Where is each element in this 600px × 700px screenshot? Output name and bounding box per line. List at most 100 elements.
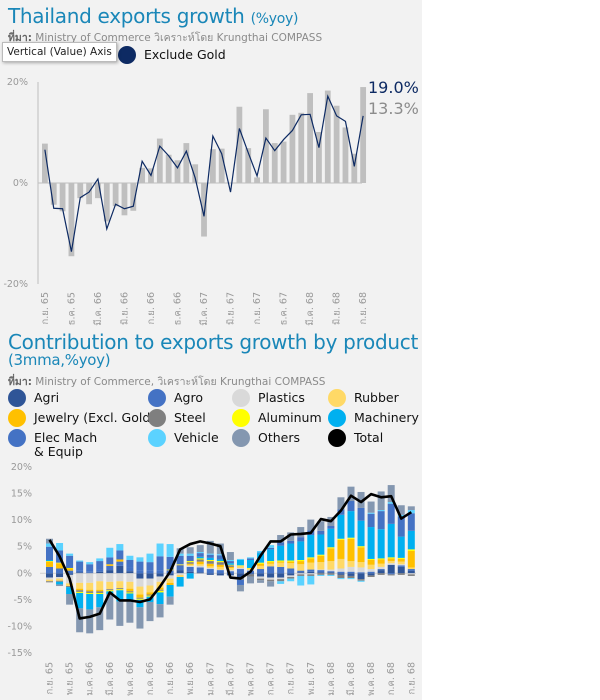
stacked-bar-segment bbox=[56, 542, 64, 551]
stacked-bar-segment bbox=[407, 569, 415, 571]
stacked-bar-segment bbox=[116, 588, 124, 590]
stacked-bar-segment bbox=[206, 573, 214, 575]
stacked-bar-segment bbox=[96, 581, 104, 590]
stacked-bar-segment bbox=[156, 573, 164, 577]
stacked-bar-segment bbox=[216, 564, 224, 567]
x-tick-label: มี.ค. 68 bbox=[345, 662, 357, 696]
stacked-bar-segment bbox=[337, 514, 345, 539]
legend-item[interactable]: Vehicle bbox=[148, 429, 219, 447]
stacked-bar-segment bbox=[76, 570, 84, 573]
stacked-bar-segment bbox=[397, 564, 405, 566]
stacked-bar-segment bbox=[257, 565, 265, 570]
stacked-bar-segment bbox=[377, 570, 385, 574]
stacked-bar-segment bbox=[367, 575, 375, 578]
stacked-bar-segment bbox=[76, 582, 84, 589]
stacked-bar-segment bbox=[337, 571, 345, 574]
stacked-bar-segment bbox=[367, 501, 375, 513]
x-tick-label: มิ.ย. 67 bbox=[226, 292, 237, 325]
stacked-bar-segment bbox=[397, 536, 405, 558]
stacked-bar-segment bbox=[96, 569, 104, 572]
stacked-bar-segment bbox=[387, 563, 395, 565]
stacked-bar-segment bbox=[257, 550, 265, 553]
stacked-bar-segment bbox=[126, 560, 134, 568]
x-tick-label: ม.ค. 66 bbox=[85, 662, 96, 696]
legend-item[interactable]: Jewelry (Excl. Gold) bbox=[8, 409, 155, 427]
stacked-bar-segment bbox=[176, 564, 184, 566]
stacked-bar-segment bbox=[317, 574, 325, 576]
stacked-bar-segment bbox=[277, 560, 285, 562]
legend-item[interactable]: Steel bbox=[148, 409, 206, 427]
stacked-bar-segment bbox=[216, 554, 224, 556]
stacked-bar-segment bbox=[407, 506, 415, 511]
legend-label: Agri bbox=[34, 390, 60, 405]
stacked-bar-segment bbox=[357, 562, 365, 568]
stacked-bar-segment bbox=[206, 553, 214, 555]
stacked-bar-segment bbox=[206, 540, 214, 554]
stacked-bar-segment bbox=[116, 550, 124, 560]
legend-item[interactable]: Agri bbox=[8, 389, 60, 407]
stacked-bar-segment bbox=[196, 565, 204, 568]
legend-item[interactable]: Agro bbox=[148, 389, 203, 407]
stacked-bar-segment bbox=[407, 573, 415, 575]
legend-item[interactable]: Machinery bbox=[328, 409, 419, 427]
stacked-bar-segment bbox=[186, 564, 194, 566]
legend-item[interactable]: Aluminum bbox=[232, 409, 322, 427]
legend-item[interactable]: Rubber bbox=[328, 389, 399, 407]
stacked-bar-segment bbox=[116, 601, 124, 626]
bar bbox=[289, 114, 296, 183]
y-tick-label: 5% bbox=[17, 542, 32, 553]
bar bbox=[183, 143, 190, 183]
stacked-bar-segment bbox=[206, 560, 214, 562]
stacked-bar-segment bbox=[387, 561, 395, 564]
stacked-bar-segment bbox=[76, 560, 84, 562]
legend-item[interactable]: Plastics bbox=[232, 389, 305, 407]
stacked-bar-segment bbox=[206, 567, 214, 570]
stacked-bar-segment bbox=[317, 521, 325, 531]
stacked-bar-segment bbox=[367, 512, 375, 514]
bar bbox=[271, 143, 278, 183]
stacked-bar-segment bbox=[186, 555, 194, 562]
stacked-bar-segment bbox=[287, 560, 295, 562]
stacked-bar-segment bbox=[307, 573, 315, 575]
stacked-bar-segment bbox=[126, 591, 134, 593]
x-tick-label: มี.ค. 68 bbox=[304, 292, 316, 326]
bar bbox=[165, 154, 172, 183]
stacked-bar-segment bbox=[206, 561, 214, 564]
stacked-bar-segment bbox=[156, 543, 164, 557]
stacked-bar-segment bbox=[76, 590, 84, 592]
stacked-bar-segment bbox=[186, 565, 194, 567]
stacked-bar-segment bbox=[66, 567, 74, 569]
stacked-bar-segment bbox=[247, 574, 254, 577]
stacked-bar-segment bbox=[66, 573, 74, 575]
stacked-bar-segment bbox=[86, 594, 94, 610]
stacked-bar-segment bbox=[387, 574, 395, 576]
stacked-bar-segment bbox=[297, 541, 305, 560]
stacked-bar-segment bbox=[196, 553, 204, 557]
stacked-bar-segment bbox=[267, 573, 275, 578]
legend-exclude-gold[interactable]: Exclude Gold bbox=[118, 46, 226, 64]
legend-item[interactable]: Others bbox=[232, 429, 300, 447]
stacked-bar-segment bbox=[307, 574, 315, 576]
stacked-bar-segment bbox=[267, 545, 275, 548]
top-title-unit: (%yoy) bbox=[250, 11, 299, 27]
bar bbox=[77, 183, 84, 199]
stacked-bar-segment bbox=[337, 497, 345, 510]
stacked-bar-segment bbox=[226, 570, 234, 572]
legend-item[interactable]: Elec Mach & Equip bbox=[8, 429, 104, 459]
stacked-bar-segment bbox=[76, 561, 84, 571]
bar bbox=[139, 167, 146, 183]
legend-item[interactable]: Total bbox=[328, 429, 383, 447]
stacked-bar-segment bbox=[86, 564, 94, 572]
legend-dot-icon bbox=[8, 409, 26, 427]
stacked-bar-segment bbox=[257, 563, 265, 566]
stacked-bar-segment bbox=[377, 566, 385, 570]
stacked-bar-segment bbox=[236, 565, 244, 566]
stacked-bar-segment bbox=[297, 561, 305, 565]
x-tick-label: ก.ย. 68 bbox=[406, 662, 417, 694]
stacked-bar-segment bbox=[247, 558, 254, 560]
legend-label: Machinery bbox=[354, 410, 419, 425]
stacked-bar-segment bbox=[56, 584, 64, 587]
stacked-bar-segment bbox=[377, 559, 385, 564]
stacked-bar-segment bbox=[146, 592, 154, 595]
stacked-bar-segment bbox=[347, 486, 355, 502]
